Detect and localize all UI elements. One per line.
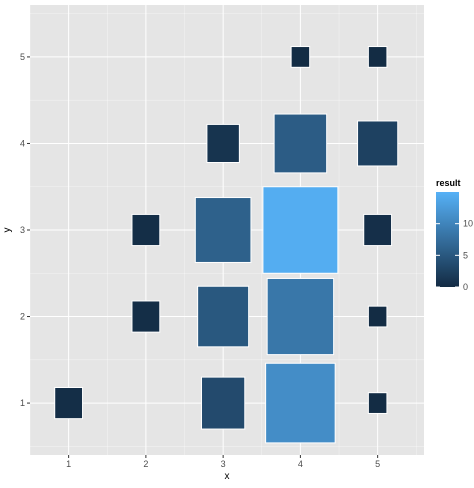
heatmap-tile <box>194 197 252 263</box>
heatmap-tile <box>273 113 328 174</box>
x-tick-label: 1 <box>66 459 71 469</box>
heatmap-tile <box>197 285 250 348</box>
heatmap-tile <box>131 213 161 247</box>
heatmap-tile <box>367 305 388 328</box>
heatmap-tile <box>201 376 246 430</box>
legend-label: 5 <box>463 250 468 260</box>
legend: result 0 5 10 <box>436 178 473 292</box>
x-tick-label: 4 <box>298 459 303 469</box>
y-axis-title: y <box>2 228 13 233</box>
heatmap-tile <box>131 300 161 333</box>
heatmap-tile <box>54 387 84 420</box>
y-tick-label: 4 <box>20 138 25 148</box>
heatmap-tile <box>265 362 336 444</box>
legend-ticks: 0 5 10 <box>436 219 473 292</box>
y-axis-ticks: 1 2 3 4 5 <box>20 52 30 408</box>
legend-label: 0 <box>463 282 468 292</box>
y-tick-label: 3 <box>20 225 25 235</box>
heatmap-tile <box>357 120 399 167</box>
y-tick-label: 5 <box>20 52 25 62</box>
y-tick-label: 1 <box>20 398 25 408</box>
tiles <box>54 46 399 444</box>
heatmap-tile <box>266 277 335 356</box>
heatmap-tile <box>206 123 240 164</box>
x-tick-label: 3 <box>221 459 226 469</box>
y-tick-label: 2 <box>20 312 25 322</box>
heatmap-tile <box>367 392 388 414</box>
x-tick-label: 2 <box>143 459 148 469</box>
heatmap-tile <box>290 46 311 68</box>
x-tick-label: 5 <box>375 459 380 469</box>
legend-colorbar <box>436 192 459 287</box>
x-axis-title: x <box>225 471 230 482</box>
heatmap-tile <box>262 186 339 274</box>
legend-title: result <box>436 178 461 188</box>
x-axis-ticks: 1 2 3 4 5 <box>66 455 380 469</box>
heatmap-tile <box>367 46 388 68</box>
heatmap-tile <box>363 213 393 247</box>
legend-label: 10 <box>463 219 473 229</box>
